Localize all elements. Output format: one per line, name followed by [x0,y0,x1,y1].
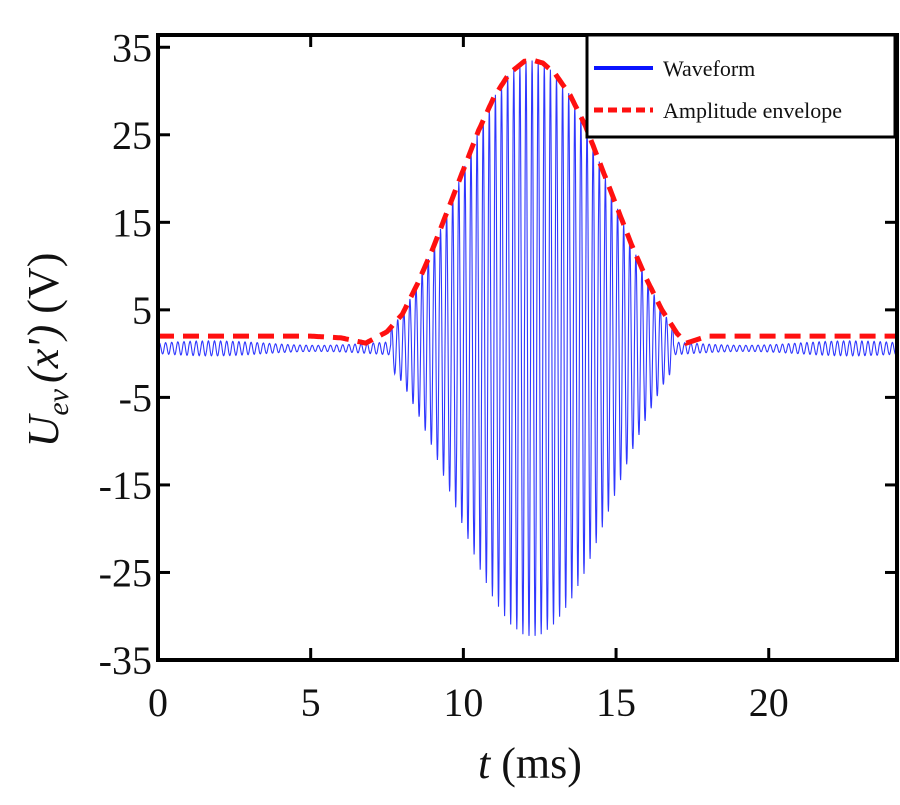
legend-box [585,33,897,139]
y-tick-label: -5 [119,375,152,420]
amplitude-envelope-line [158,57,896,346]
waveform-line [158,60,897,636]
legend-envelope-label: Amplitude envelope [663,98,842,123]
y-tick-label: 15 [112,200,152,245]
y-tick-label: -35 [99,638,152,683]
legend-waveform-label: Waveform [663,56,755,81]
y-tick-label: -25 [99,550,152,595]
plot-area [158,57,897,636]
y-tick-label: 25 [112,113,152,158]
x-tick-label: 20 [749,680,789,725]
y-tick-label: -15 [99,463,152,508]
plot-frame [156,33,899,662]
x-tick-label: 0 [148,680,168,725]
x-axis-label: t (ms) [478,739,582,788]
x-tick-label: 5 [301,680,321,725]
y-tick-label: 35 [112,25,152,70]
y-axis-label: Uev(x') (V) [19,253,75,448]
x-tick-label: 10 [443,680,483,725]
x-tick-labels: 0 5 10 15 20 [148,680,789,725]
x-tick-label: 15 [596,680,636,725]
y-tick-label: 5 [132,288,152,333]
legend: Waveform Amplitude envelope [585,33,897,139]
y-tick-labels: 35 25 15 5 -5 -15 -25 -35 [99,25,152,683]
